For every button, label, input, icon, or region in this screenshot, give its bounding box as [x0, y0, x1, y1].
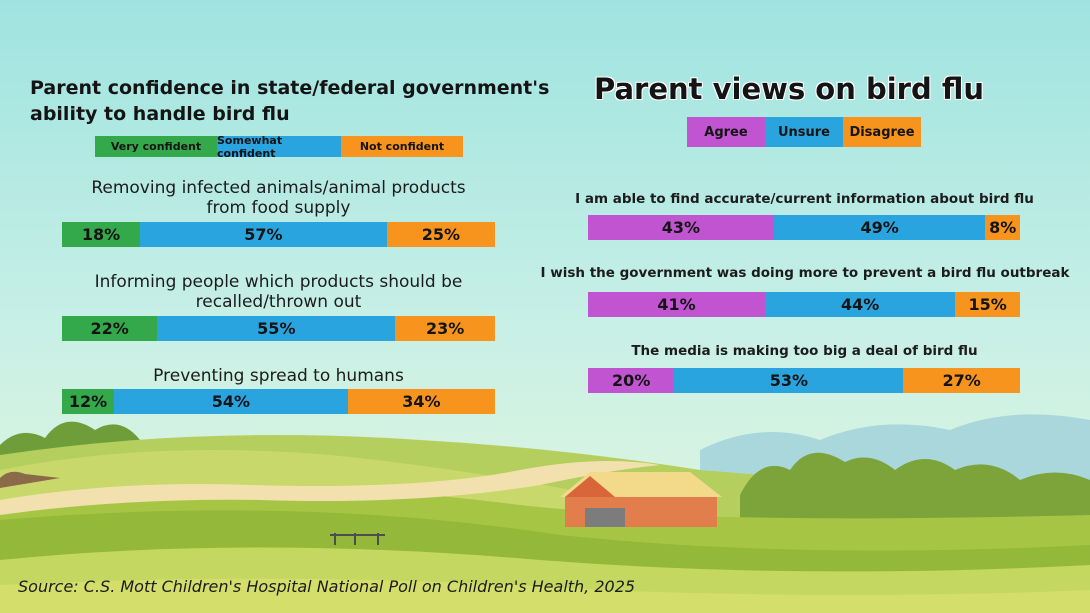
right-bar-2: 41% 44% 15%	[588, 292, 1020, 317]
left-question-1: Removing infected animals/animal product…	[62, 178, 495, 218]
right-bar-1-segment-1: 43%	[588, 215, 774, 240]
right-chart-title: Parent views on bird flu	[594, 72, 984, 106]
left-bar-3: 12% 54% 34%	[62, 389, 495, 414]
right-bar-1: 43% 49% 8%	[588, 215, 1020, 240]
right-bar-3-segment-2: 53%	[674, 368, 904, 393]
left-chart-title-line2: ability to handle bird flu	[30, 103, 290, 125]
left-bar-2-segment-2: 55%	[157, 316, 396, 341]
left-bar-1: 18% 57% 25%	[62, 222, 495, 247]
left-bar-2-segment-1: 22%	[62, 316, 158, 341]
legend-unsure: Unsure	[765, 117, 843, 147]
left-question-2-line2: recalled/thrown out	[195, 292, 362, 312]
left-bar-3-segment-3: 34%	[347, 389, 495, 414]
left-bar-2: 22% 55% 23%	[62, 316, 495, 341]
legend-disagree: Disagree	[843, 117, 921, 147]
right-bar-3: 20% 53% 27%	[588, 368, 1020, 393]
left-question-3: Preventing spread to humans	[62, 366, 495, 386]
legend-agree: Agree	[687, 117, 765, 147]
left-chart-title-line1: Parent confidence in state/federal gover…	[30, 77, 550, 99]
left-question-2: Informing people which products should b…	[62, 272, 495, 312]
right-bar-3-segment-1: 20%	[588, 368, 675, 393]
legend-very-confident: Very confident	[95, 136, 217, 157]
left-question-2-line1: Informing people which products should b…	[94, 272, 463, 292]
left-question-3-line1: Preventing spread to humans	[153, 366, 404, 386]
left-bar-2-segment-3: 23%	[395, 316, 495, 341]
right-question-1: I am able to find accurate/current infor…	[575, 191, 1034, 207]
source-note: Source: C.S. Mott Children's Hospital Na…	[18, 577, 636, 596]
right-bar-2-segment-3: 15%	[955, 292, 1020, 317]
legend-not-confident: Not confident	[341, 136, 463, 157]
left-bar-3-segment-1: 12%	[62, 389, 114, 414]
right-question-2: I wish the government was doing more to …	[540, 265, 1070, 281]
legend-somewhat-confident: Somewhat confident	[217, 134, 341, 160]
left-bar-3-segment-2: 54%	[113, 389, 348, 414]
right-bar-1-segment-3: 8%	[985, 215, 1020, 240]
barn-illustration	[560, 472, 722, 527]
left-question-1-line2: from food supply	[206, 198, 351, 218]
left-bar-1-segment-3: 25%	[386, 222, 495, 247]
right-legend: Agree Unsure Disagree	[687, 117, 921, 147]
right-bar-3-segment-3: 27%	[903, 368, 1020, 393]
right-bar-2-segment-1: 41%	[588, 292, 766, 317]
left-bar-1-segment-1: 18%	[62, 222, 140, 247]
left-legend: Very confident Somewhat confident Not co…	[95, 134, 463, 160]
right-bar-2-segment-2: 44%	[765, 292, 956, 317]
right-question-3: The media is making too big a deal of bi…	[631, 343, 978, 359]
right-bar-1-segment-2: 49%	[773, 215, 986, 240]
left-bar-1-segment-2: 57%	[139, 222, 387, 247]
left-question-1-line1: Removing infected animals/animal product…	[91, 178, 466, 198]
